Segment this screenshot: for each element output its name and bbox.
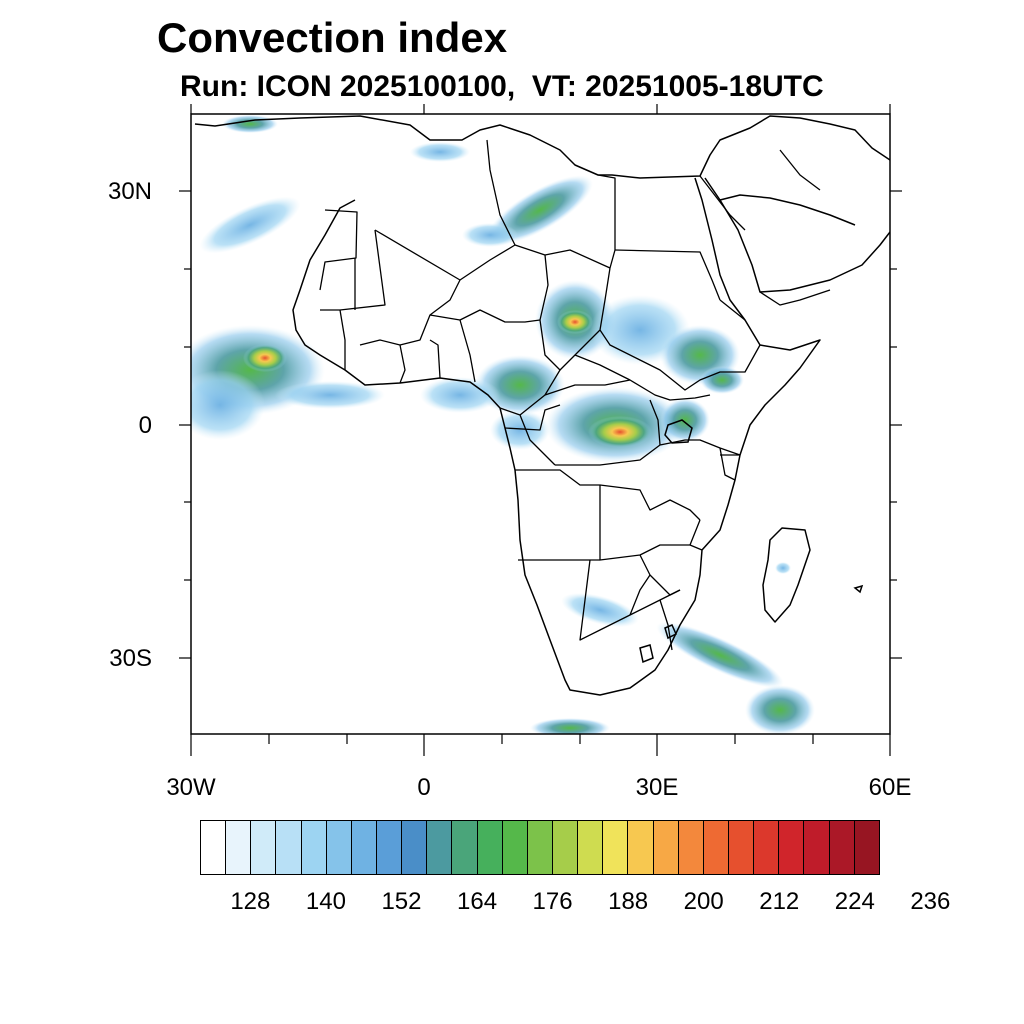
colorbar-box bbox=[527, 821, 553, 874]
map-subtitle: Run: ICON 2025100100, VT: 20251005-18UTC bbox=[180, 70, 824, 103]
colorbar-box bbox=[326, 821, 352, 874]
convection-core bbox=[588, 416, 652, 448]
lat-label-30s: 30S bbox=[109, 645, 152, 672]
lat-label-30n: 30N bbox=[107, 178, 152, 205]
convection-cell bbox=[275, 381, 385, 409]
coastline bbox=[194, 115, 890, 696]
colorbar-tick-label: 188 bbox=[608, 888, 649, 915]
colorbar-tick-label: 236 bbox=[910, 888, 951, 915]
colorbar-box bbox=[578, 821, 604, 874]
colorbar-box bbox=[854, 821, 879, 874]
convection-cell bbox=[656, 622, 784, 688]
colorbar-tick-label: 128 bbox=[230, 888, 271, 915]
colorbar-box bbox=[502, 821, 528, 874]
colorbar-tick-label: 224 bbox=[834, 888, 875, 915]
colorbar-box bbox=[829, 821, 855, 874]
colorbar-box bbox=[251, 821, 277, 874]
map-title: Convection index bbox=[157, 14, 508, 61]
colorbar-box bbox=[226, 821, 252, 874]
colorbar-box bbox=[376, 821, 403, 874]
colorbar-box bbox=[754, 821, 780, 874]
convection-core bbox=[243, 344, 287, 372]
convection-cell bbox=[420, 377, 500, 413]
country-borders bbox=[319, 139, 831, 651]
convection-cell bbox=[561, 592, 639, 628]
colorbar-tick-label: 152 bbox=[381, 888, 422, 915]
convection-cell bbox=[700, 366, 744, 394]
convection-cell bbox=[199, 196, 301, 254]
convection-cell bbox=[775, 562, 791, 574]
lon-label-0: 0 bbox=[417, 774, 431, 801]
lakes bbox=[639, 419, 864, 664]
colorbar-tick-label: 176 bbox=[532, 888, 573, 915]
convection-cell bbox=[490, 410, 550, 450]
colorbar-box bbox=[351, 821, 377, 874]
colorbar-box bbox=[779, 821, 805, 874]
colorbar-box bbox=[552, 821, 579, 874]
convection-cell bbox=[410, 142, 470, 162]
convection-cell bbox=[487, 175, 593, 245]
convection-core bbox=[557, 310, 593, 334]
convection-cell bbox=[660, 398, 710, 442]
lon-label-60e: 60E bbox=[868, 774, 912, 801]
colorbar-box bbox=[427, 821, 453, 874]
colorbar-tick-label: 200 bbox=[683, 888, 724, 915]
lon-label-30e: 30E bbox=[635, 774, 679, 801]
colorbar-box bbox=[477, 821, 503, 874]
convection-cell bbox=[530, 718, 610, 734]
colorbar-box bbox=[452, 821, 478, 874]
colorbar-box bbox=[301, 821, 327, 874]
colorbar-box bbox=[653, 821, 679, 874]
colorbar bbox=[200, 820, 880, 875]
convection-cell bbox=[462, 223, 518, 247]
colorbar-box bbox=[201, 821, 227, 874]
colorbar-box bbox=[276, 821, 302, 874]
colorbar-box bbox=[703, 821, 729, 874]
convection-cell bbox=[191, 370, 265, 440]
lat-label-0: 0 bbox=[138, 412, 152, 439]
colorbar-tick-label: 164 bbox=[457, 888, 498, 915]
colorbar-box bbox=[678, 821, 704, 874]
colorbar-box bbox=[804, 821, 830, 874]
colorbar-box bbox=[728, 821, 755, 874]
lon-label-30w: 30W bbox=[166, 774, 216, 801]
colorbar-tick-label: 212 bbox=[759, 888, 800, 915]
colorbar-box bbox=[628, 821, 654, 874]
convection-field bbox=[191, 115, 815, 734]
colorbar-box bbox=[603, 821, 629, 874]
colorbar-box bbox=[402, 821, 428, 874]
axis-ticks bbox=[179, 104, 902, 756]
convection-cell bbox=[745, 685, 815, 734]
colorbar-tick-label: 140 bbox=[305, 888, 346, 915]
map-frame bbox=[190, 113, 891, 735]
